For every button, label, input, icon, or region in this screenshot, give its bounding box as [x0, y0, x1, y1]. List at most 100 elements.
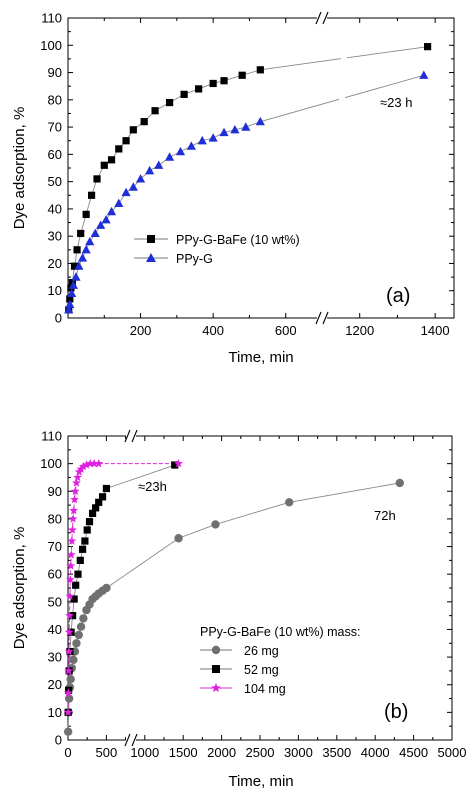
- x-tick-label-b-3: 1500: [169, 745, 198, 760]
- y-tick-label-a-7: 70: [48, 120, 62, 135]
- point-b-2-12: [68, 514, 78, 523]
- legend-marker-a-1: [146, 253, 156, 262]
- x-tick-label-b-8: 4000: [361, 745, 390, 760]
- annotation-72h-b: 72h: [374, 508, 396, 523]
- point-b-0-0: [63, 727, 73, 736]
- axes-b: 0 10 20 30 40 50 60 70 80 90 100 110 0 500 1000 1500 200…: [40, 429, 466, 761]
- x-axis-break-top-a-slash-2: [322, 11, 329, 25]
- point-a-0-9: [93, 175, 101, 183]
- point-a-0-19: [195, 85, 203, 93]
- legend-marker-b-0: [211, 645, 221, 655]
- x-tick-label-b-1: 500: [96, 745, 118, 760]
- point-b-1-14: [88, 509, 97, 517]
- point-b-2-3: [64, 646, 74, 656]
- point-a-0-18: [180, 90, 188, 98]
- legend-label-b-0: 26 mg: [244, 644, 279, 658]
- x-axis-break-bottom-a-gap: [317, 311, 327, 325]
- point-a-1-25: [230, 125, 240, 134]
- panel-label-a: (a): [386, 285, 410, 307]
- x-tick-label-a-4: 1400: [421, 323, 450, 338]
- point-a-1-0: [64, 305, 74, 314]
- point-a-1-8: [85, 236, 95, 246]
- y-tick-label-b-1: 10: [48, 705, 62, 720]
- point-b-2-4: [64, 627, 74, 636]
- series-marks-b: [63, 459, 404, 736]
- x-tick-label-b-5: 2500: [246, 745, 275, 760]
- annotation-23h-b: ≈23h: [138, 479, 167, 494]
- point-a-1-27: [255, 116, 265, 126]
- point-b-2-0: [63, 707, 73, 717]
- point-a-1-4: [71, 272, 81, 281]
- point-a-0-6: [77, 229, 85, 238]
- point-b-2-8: [66, 561, 76, 570]
- point-b-2-14: [70, 494, 79, 504]
- y-tick-label-a-1: 10: [48, 283, 62, 298]
- x-tick-label-b-4: 2000: [207, 745, 236, 760]
- point-b-2-22: [85, 459, 95, 468]
- y-tick-label-a-4: 40: [48, 201, 62, 216]
- x-tick-label-a-0: 200: [130, 323, 152, 338]
- point-b-2-1: [64, 688, 73, 697]
- point-b-1-19: [171, 461, 179, 469]
- point-b-2-11: [68, 525, 77, 534]
- point-b-1-18: [102, 484, 110, 493]
- point-a-0-8: [87, 191, 96, 199]
- point-a-0-16: [151, 107, 159, 115]
- series-line-a-1: [68, 74, 424, 310]
- y-tick-label-a-8: 80: [48, 92, 62, 107]
- point-b-0-4: [66, 675, 75, 684]
- x-tick-label-b-9: 4500: [399, 745, 428, 760]
- y-tick-label-a-11: 110: [41, 11, 62, 26]
- point-b-1-10: [78, 545, 87, 553]
- point-b-2-7: [65, 575, 75, 584]
- point-b-1-5: [69, 612, 77, 620]
- point-b-1-16: [95, 498, 103, 506]
- y-tick-label-a-10: 100: [40, 38, 62, 53]
- x-tick-label-a-3: 1200: [345, 323, 374, 338]
- point-a-1-10: [96, 220, 106, 229]
- point-b-1-15: [92, 504, 100, 512]
- x-axis-break-bottom-b-slash-2: [131, 733, 138, 747]
- y-tick-label-b-11: 110: [41, 429, 62, 444]
- point-a-1-20: [175, 146, 186, 156]
- series-marks-a: [64, 43, 432, 314]
- x-axis-break-bottom-a-slash-2: [322, 311, 329, 325]
- point-a-1-2: [67, 288, 77, 298]
- series-lines-b: [67, 463, 400, 732]
- point-a-1-6: [77, 253, 88, 262]
- point-b-2-6: [65, 591, 75, 601]
- point-a-1-24: [219, 127, 229, 137]
- y-tick-label-b-2: 20: [48, 677, 62, 692]
- point-b-1-8: [74, 570, 82, 578]
- y-tick-label-b-8: 80: [48, 511, 62, 526]
- series-lines-a: [68, 46, 428, 310]
- y-tick-label-b-7: 70: [48, 539, 62, 554]
- x-axis-break-bottom-b-gap: [126, 733, 136, 747]
- series-line-b-0: [67, 482, 400, 732]
- x-tick-label-a-1: 400: [202, 323, 224, 338]
- y-tick-label-b-3: 30: [48, 650, 62, 665]
- point-a-1-5: [74, 261, 84, 270]
- legend-label-b-1: 52 mg: [244, 663, 279, 677]
- legend-marker-b-1: [212, 665, 220, 673]
- y-tick-label-b-9: 90: [48, 484, 62, 499]
- point-a-1-11: [101, 215, 111, 224]
- point-b-0-11: [79, 614, 88, 623]
- point-b-2-9: [66, 550, 76, 559]
- point-a-1-3: [68, 280, 79, 289]
- panel-b: 0 10 20 30 40 50 60 70 80 90 100 110 0 500 1000 1500 200…: [11, 429, 466, 791]
- y-tick-label-b-0: 0: [55, 733, 62, 748]
- plot-frame-a: [67, 17, 455, 319]
- annotation-23h-a: ≈23 h: [380, 95, 412, 110]
- point-b-0-9: [74, 630, 83, 640]
- point-a-0-11: [107, 156, 116, 164]
- x-axis-break-top-b-gap: [126, 429, 136, 443]
- point-a-0-15: [140, 118, 148, 126]
- series-line-b-2: [67, 463, 179, 713]
- point-b-1-13: [85, 518, 94, 526]
- point-b-0-8: [72, 639, 81, 648]
- legend-label-a-0: PPy-G-BaFe (10 wt%): [176, 233, 300, 247]
- point-a-1-22: [197, 135, 207, 145]
- point-a-0-10: [100, 161, 108, 169]
